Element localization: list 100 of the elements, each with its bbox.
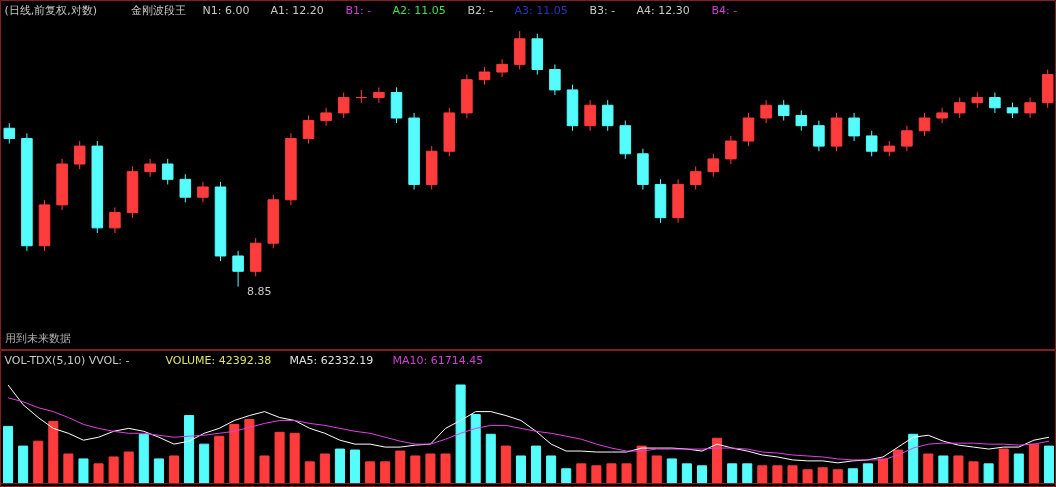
bar — [259, 455, 270, 485]
bar — [214, 435, 225, 485]
bar — [515, 455, 526, 485]
text: B2: - — [467, 3, 494, 17]
bar — [757, 465, 768, 485]
bar — [561, 468, 572, 485]
bar — [63, 453, 74, 485]
candlestick — [3, 122, 16, 145]
bar — [440, 453, 451, 485]
bar — [606, 463, 617, 485]
candlestick — [109, 206, 121, 234]
bar — [365, 461, 376, 485]
text: B3: - — [589, 3, 616, 17]
bar — [93, 463, 104, 485]
bar — [802, 469, 813, 485]
candlestick — [848, 112, 860, 142]
candlestick — [549, 63, 561, 96]
bar — [832, 469, 843, 485]
bar — [153, 458, 164, 485]
bar — [229, 423, 240, 485]
candlestick — [777, 99, 790, 122]
candlestick — [1024, 97, 1036, 119]
text: MA10: 61714.45 — [392, 353, 484, 367]
candlestick — [953, 97, 966, 119]
bar — [1028, 443, 1039, 485]
bar — [199, 443, 210, 485]
candlestick — [742, 112, 755, 147]
bar — [893, 449, 904, 485]
text: 用到未来数据 — [4, 331, 71, 345]
text: A2: 11.05 — [392, 3, 446, 17]
bar — [621, 463, 632, 485]
bar — [425, 453, 436, 485]
candlestick — [989, 91, 1001, 114]
candlestick — [936, 107, 948, 124]
candlestick — [197, 181, 209, 203]
bar — [500, 445, 511, 485]
bar — [908, 433, 919, 485]
bar — [334, 448, 345, 485]
bar — [787, 465, 798, 485]
text: N1: 6.00 — [202, 3, 250, 17]
candlestick — [707, 153, 720, 178]
bar — [244, 418, 255, 485]
candlestick — [813, 120, 825, 152]
bar — [289, 432, 300, 485]
candlestick — [337, 91, 350, 119]
text: B1: - — [345, 3, 372, 17]
candlestick — [179, 173, 192, 203]
bar — [138, 433, 149, 485]
bar — [18, 445, 29, 485]
bar — [938, 455, 949, 485]
candlestick — [373, 86, 385, 104]
text: B4: - — [711, 3, 738, 17]
candlestick — [865, 130, 878, 157]
bar — [953, 455, 964, 485]
bar — [1013, 453, 1024, 485]
candlestick — [161, 158, 174, 185]
bar — [712, 437, 723, 485]
annotation: 8.85 — [246, 284, 272, 298]
bar — [591, 465, 602, 485]
bar — [33, 440, 44, 485]
bar — [1043, 445, 1054, 485]
bar — [681, 463, 692, 485]
candlestick — [73, 140, 86, 170]
bar — [184, 415, 195, 485]
bar — [108, 456, 119, 485]
bar — [319, 453, 330, 485]
text: A4: 12.30 — [636, 3, 690, 17]
bar — [78, 458, 89, 485]
candlestick — [496, 58, 508, 78]
bar — [696, 465, 708, 485]
bar — [651, 455, 662, 485]
candlestick — [601, 99, 614, 132]
text: VOLUME: 42392.38 — [165, 353, 272, 367]
bar — [304, 461, 315, 485]
bar — [847, 468, 858, 485]
bar — [727, 463, 738, 485]
bar — [666, 458, 677, 485]
candlestick — [725, 135, 737, 165]
candlestick — [320, 107, 332, 127]
bar — [470, 414, 481, 485]
bar — [455, 384, 466, 485]
candlestick — [302, 114, 315, 145]
bar — [998, 448, 1009, 485]
bar — [742, 463, 753, 485]
bar — [410, 455, 421, 485]
bar — [546, 455, 557, 485]
bar — [772, 465, 783, 485]
text: A1: 12.20 — [270, 3, 324, 17]
bar — [923, 453, 934, 485]
candlestick — [232, 250, 244, 288]
bar — [877, 458, 889, 485]
text: 金刚波段王 — [130, 3, 186, 17]
bar — [168, 455, 180, 485]
bar — [636, 445, 647, 485]
bar — [485, 433, 496, 485]
bar — [123, 451, 134, 485]
bar — [531, 445, 542, 485]
bar — [968, 461, 979, 485]
candlestick — [355, 89, 368, 104]
bar — [48, 420, 59, 485]
